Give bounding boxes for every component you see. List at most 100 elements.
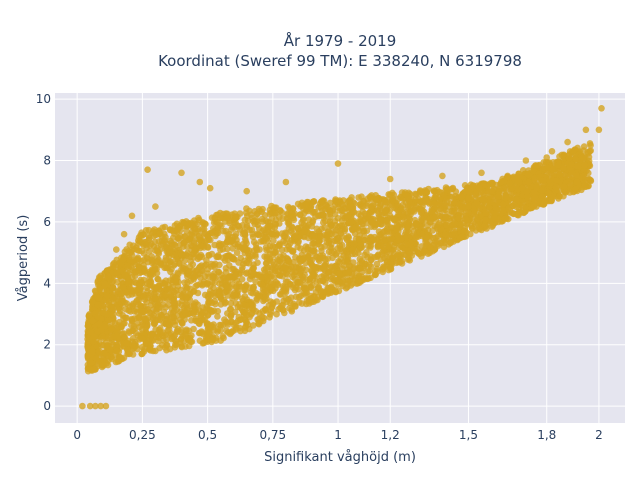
data-point: [86, 402, 94, 410]
data-point: [126, 350, 133, 358]
data-point: [141, 315, 148, 323]
data-point: [320, 211, 327, 219]
data-point: [201, 315, 209, 323]
data-point: [196, 253, 203, 260]
data-point: [330, 266, 337, 274]
data-point: [388, 235, 396, 242]
data-point: [119, 256, 127, 263]
data-point: [442, 231, 449, 238]
data-point: [370, 201, 377, 209]
data-point: [137, 302, 144, 310]
data-point: [393, 259, 400, 267]
data-point: [322, 279, 329, 286]
data-point: [241, 216, 249, 224]
data-point: [298, 300, 306, 307]
data-point: [470, 182, 477, 190]
data-point: [239, 295, 246, 302]
data-point: [84, 322, 92, 330]
data-point: [89, 317, 96, 325]
data-point: [183, 227, 190, 235]
data-point: [138, 330, 145, 338]
data-point: [198, 267, 206, 274]
data-point: [525, 178, 533, 186]
data-point: [598, 105, 605, 112]
data-point: [580, 172, 588, 180]
data-point: [217, 292, 224, 299]
data-point: [170, 298, 177, 306]
data-point: [252, 253, 259, 260]
data-point: [265, 282, 272, 290]
data-point: [573, 178, 581, 186]
data-point: [178, 343, 185, 350]
data-point: [223, 327, 230, 335]
data-point: [489, 180, 496, 187]
data-point: [86, 329, 94, 336]
data-point: [413, 221, 420, 229]
data-point: [269, 243, 277, 250]
data-point: [266, 210, 274, 218]
data-point: [125, 280, 132, 288]
data-point: [240, 244, 248, 252]
data-point: [503, 187, 511, 194]
data-point: [336, 270, 343, 278]
data-point: [302, 266, 310, 274]
data-point: [574, 144, 581, 152]
data-point: [310, 293, 318, 300]
data-point: [243, 223, 251, 231]
data-point: [207, 291, 214, 299]
data-point: [152, 317, 160, 324]
data-point: [404, 224, 411, 231]
data-point: [418, 253, 425, 260]
data-point: [281, 309, 288, 317]
data-point: [181, 331, 189, 339]
data-point: [282, 178, 290, 186]
data-point: [126, 329, 133, 337]
data-point: [383, 217, 391, 225]
data-point: [180, 219, 187, 227]
data-point: [381, 198, 389, 205]
data-point: [538, 193, 546, 201]
data-point: [257, 238, 265, 245]
data-point: [135, 284, 143, 292]
data-point: [388, 201, 395, 209]
data-point: [171, 260, 179, 268]
data-point: [505, 205, 512, 212]
data-point: [441, 194, 448, 202]
data-point: [498, 178, 505, 186]
y-tick-label: 8: [43, 154, 51, 168]
data-point: [146, 345, 154, 352]
data-point: [283, 215, 291, 222]
data-point: [271, 274, 278, 281]
data-point: [309, 240, 316, 247]
data-point: [221, 257, 229, 264]
data-point: [375, 239, 382, 247]
data-point: [227, 312, 234, 319]
data-point: [491, 215, 498, 222]
data-point: [442, 213, 450, 221]
data-point: [107, 325, 115, 333]
data-point: [141, 308, 148, 315]
data-point: [371, 267, 379, 275]
data-point: [128, 212, 136, 220]
data-point: [255, 320, 262, 327]
data-point: [257, 280, 265, 288]
data-point: [222, 265, 230, 272]
data-point: [398, 257, 406, 265]
data-point: [104, 310, 111, 318]
data-point: [112, 325, 120, 333]
data-point: [155, 238, 163, 245]
data-point: [544, 164, 551, 171]
data-point: [101, 323, 109, 330]
data-point: [492, 205, 500, 213]
data-point: [339, 278, 347, 286]
data-point: [582, 126, 590, 134]
data-point: [190, 310, 197, 318]
data-point: [310, 198, 318, 205]
data-point: [288, 237, 295, 244]
data-point: [292, 232, 299, 240]
data-point: [185, 342, 193, 350]
data-point: [318, 273, 325, 281]
data-point: [386, 191, 394, 198]
data-point: [108, 355, 116, 363]
